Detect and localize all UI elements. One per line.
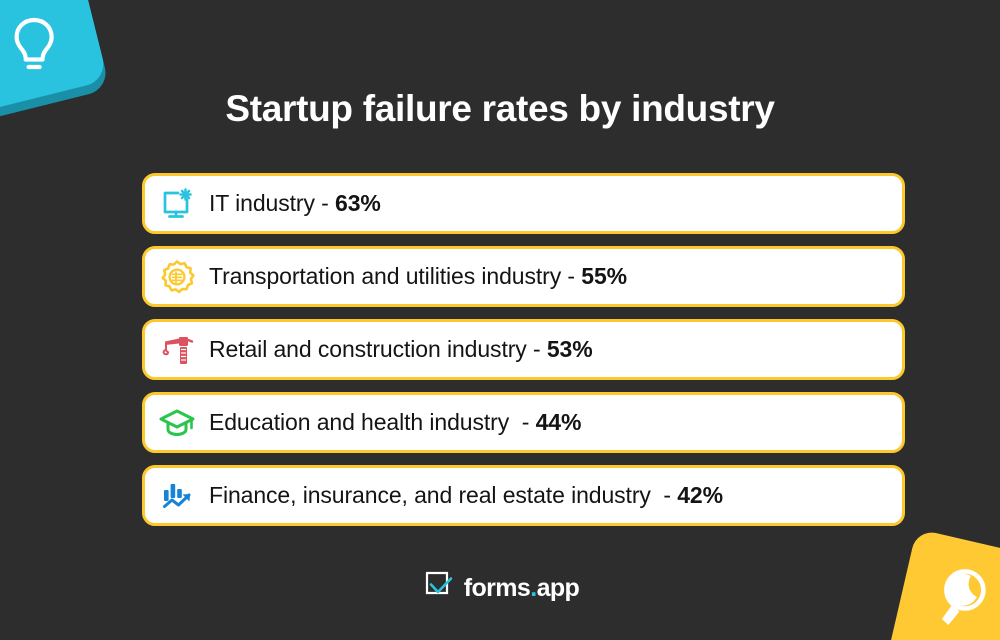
graduation-cap-icon xyxy=(145,408,209,438)
page-title: Startup failure rates by industry xyxy=(225,88,775,129)
gear-utilities-icon xyxy=(145,259,209,295)
industry-card-education-health[interactable]: Education and health industry - 44% xyxy=(142,392,905,453)
industry-card-list: IT industry - 63% Transportation and uti… xyxy=(142,173,905,538)
lightbulb-icon xyxy=(7,14,61,77)
decoration-top-left xyxy=(0,0,109,113)
industry-card-transportation[interactable]: Transportation and utilities industry - … xyxy=(142,246,905,307)
forms-app-check-logo xyxy=(421,569,455,608)
industry-card-label: Education and health industry - 44% xyxy=(209,409,582,435)
monitor-sparkle-icon xyxy=(145,187,209,221)
magnifier-icon xyxy=(932,564,994,635)
industry-card-finance[interactable]: Finance, insurance, and real estate indu… xyxy=(142,465,905,526)
forms-app-logo[interactable]: forms.app xyxy=(0,569,1000,608)
logo-wordmark: forms.app xyxy=(463,574,580,602)
industry-card-label: Retail and construction industry - 53% xyxy=(209,336,593,362)
industry-card-label: Transportation and utilities industry - … xyxy=(209,263,628,289)
industry-card-it[interactable]: IT industry - 63% xyxy=(142,173,905,234)
decoration-bottom-right xyxy=(886,528,1000,640)
industry-card-label: Finance, insurance, and real estate indu… xyxy=(209,482,723,508)
industry-card-label: IT industry - 63% xyxy=(209,190,381,216)
construction-crane-icon xyxy=(145,333,209,367)
growth-chart-icon xyxy=(145,480,209,512)
industry-card-retail-construction[interactable]: Retail and construction industry - 53% xyxy=(142,319,905,380)
